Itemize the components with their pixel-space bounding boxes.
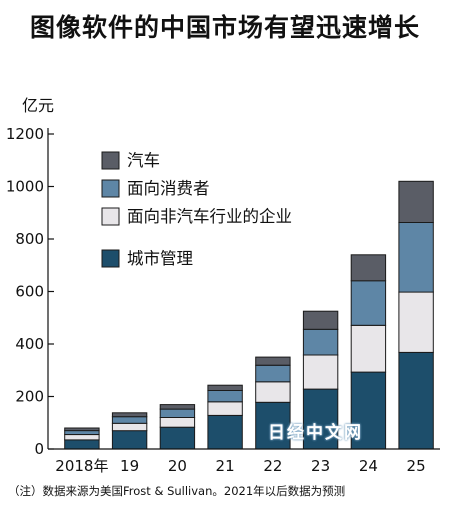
- bar-segment-1-1: [111, 422, 148, 432]
- legend-label: 面向非汽车行业的企业: [127, 207, 292, 226]
- y-tick-label: 1200: [6, 125, 44, 143]
- bar-segment-2-6: [350, 280, 387, 326]
- x-tick-label: 2018年: [55, 457, 108, 475]
- legend-swatch: [101, 207, 120, 226]
- bars-layer: [64, 180, 434, 450]
- legend-label: 城市管理: [127, 249, 193, 268]
- bar-segment-2-7: [398, 222, 434, 293]
- bar-segment-2-4: [255, 364, 291, 383]
- legend-label: 汽车: [127, 151, 160, 170]
- bar-segment-2-5: [302, 328, 339, 356]
- bar-segment-0-7: [398, 351, 434, 450]
- bar-segment-1-3: [207, 401, 243, 416]
- bar-segment-1-4: [255, 381, 291, 403]
- y-tick-label: 800: [15, 230, 44, 248]
- x-tick-label: 24: [359, 457, 378, 475]
- bar-segment-3-4: [255, 356, 291, 366]
- legend-swatch: [101, 151, 120, 170]
- bar-segment-3-3: [207, 384, 243, 392]
- y-tick-label: 0: [34, 440, 44, 458]
- axes-layer: 2018年 19 20 21 22 23 24 25 0 200 400 600 800 1000 1200: [6, 125, 440, 475]
- bar-segment-2-1: [111, 416, 148, 424]
- bar-segment-1-5: [302, 354, 339, 390]
- bar-segment-0-2: [159, 426, 196, 450]
- legend-swatch: [101, 249, 120, 268]
- bar-segment-3-2: [159, 404, 196, 410]
- bar-segment-3-7: [398, 180, 434, 224]
- bar-segment-0-3: [207, 414, 243, 450]
- bar-segment-0-0: [64, 439, 100, 450]
- bar-segment-3-5: [302, 310, 339, 330]
- bar-segment-1-7: [398, 291, 434, 353]
- x-tick-label: 23: [311, 457, 330, 475]
- y-tick-label: 200: [15, 388, 44, 406]
- watermark-text: 日经中文网: [268, 423, 363, 443]
- y-tick-label: 1000: [6, 178, 44, 196]
- y-axis-unit-label: 亿元: [22, 96, 55, 115]
- x-tick-label: 19: [120, 457, 139, 475]
- bar-segment-1-6: [350, 324, 387, 373]
- bar-segment-3-1: [111, 412, 148, 418]
- legend-swatch: [101, 179, 120, 198]
- y-tick-label: 600: [15, 283, 44, 301]
- bar-segment-3-6: [350, 254, 387, 282]
- x-tick-label: 20: [168, 457, 187, 475]
- x-tick-label: 21: [216, 457, 235, 475]
- bar-segment-1-2: [159, 417, 196, 428]
- bar-segment-2-2: [159, 408, 196, 419]
- footnote: （注）数据来源为美国Frost & Sullivan。2021年以后数据为预测: [8, 484, 346, 498]
- x-tick-label: 25: [407, 457, 426, 475]
- legend-label: 面向消费者: [127, 179, 210, 198]
- bar-segment-0-4: [255, 401, 291, 450]
- bar-segment-1-0: [64, 434, 100, 441]
- bar-segment-2-3: [207, 390, 243, 403]
- chart-title: 图像软件的中国市场有望迅速增长: [29, 13, 420, 42]
- bar-segment-0-1: [111, 430, 148, 450]
- bar-segment-2-0: [64, 430, 100, 436]
- bar-segment-3-0: [64, 427, 100, 432]
- bar-segment-0-5: [302, 388, 339, 450]
- y-tick-label: 400: [15, 335, 44, 353]
- x-tick-label: 22: [263, 457, 282, 475]
